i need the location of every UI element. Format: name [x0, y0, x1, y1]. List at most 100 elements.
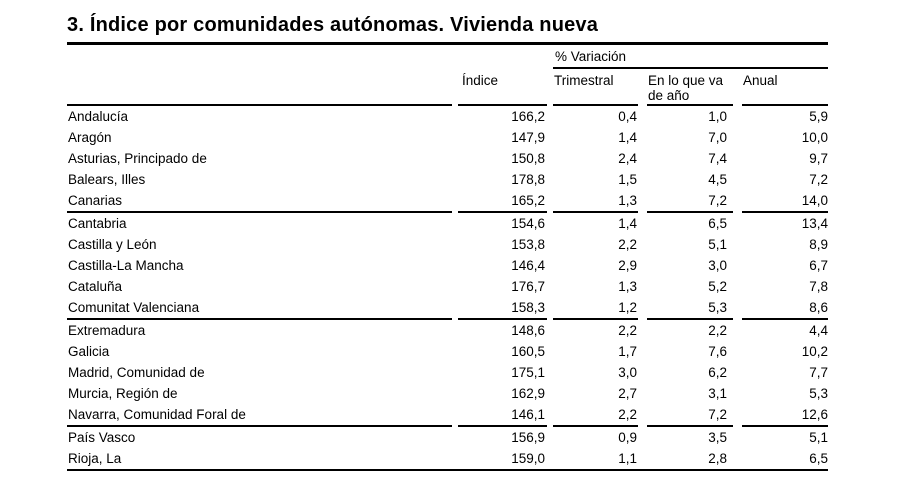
anual-column-header: Anual	[743, 73, 778, 88]
indice-value: 154,6	[511, 216, 545, 231]
indice-value: 176,7	[511, 279, 545, 294]
indice-value: 150,8	[511, 151, 545, 166]
ytd-value: 2,8	[708, 451, 727, 466]
table-row: Galicia 160,5 1,7 7,6 10,2	[67, 341, 828, 362]
trimestral-value: 0,4	[618, 109, 637, 124]
rule-segment	[67, 318, 452, 320]
rule-segment	[742, 318, 828, 320]
table-bottom-rule	[67, 469, 828, 471]
group-separator-rule	[67, 211, 828, 213]
ytd-value: 7,4	[708, 151, 727, 166]
ytd-value: 7,2	[708, 407, 727, 422]
table-row: Canarias 165,2 1,3 7,2 14,0	[67, 190, 828, 211]
region-name: Madrid, Comunidad de	[68, 365, 205, 380]
ytd-value: 5,2	[708, 279, 727, 294]
ytd-value: 2,2	[708, 323, 727, 338]
region-name: Rioja, La	[68, 451, 122, 466]
table-row: Rioja, La 159,0 1,1 2,8 6,5	[67, 448, 828, 469]
indice-value: 160,5	[511, 344, 545, 359]
indice-value: 153,8	[511, 237, 545, 252]
region-name: Murcia, Región de	[68, 386, 178, 401]
trimestral-column-header: Trimestral	[554, 73, 614, 88]
anual-value: 8,9	[809, 237, 828, 252]
anual-value: 4,4	[809, 323, 828, 338]
rule-segment	[458, 425, 547, 427]
header-rule	[67, 104, 828, 106]
rule-segment	[553, 211, 638, 213]
trimestral-value: 2,2	[618, 237, 637, 252]
region-name: Aragón	[68, 130, 112, 145]
table-row: País Vasco 156,9 0,9 3,5 5,1	[67, 427, 828, 448]
table-section: 3. Índice por comunidades autónomas. Viv…	[67, 14, 828, 471]
table-row: Cantabria 154,6 1,4 6,5 13,4	[67, 213, 828, 234]
region-name: Balears, Illes	[68, 172, 146, 187]
indice-value: 165,2	[511, 193, 545, 208]
table-header-row: Índice Trimestral En lo que va de año An…	[67, 73, 828, 104]
trimestral-value: 2,4	[618, 151, 637, 166]
ytd-value: 6,5	[708, 216, 727, 231]
table-row: Navarra, Comunidad Foral de 146,1 2,2 7,…	[67, 404, 828, 425]
indice-value: 156,9	[511, 430, 545, 445]
anual-value: 5,3	[809, 386, 828, 401]
trimestral-value: 1,5	[618, 172, 637, 187]
trimestral-value: 2,2	[618, 323, 637, 338]
region-name: Cantabria	[68, 216, 127, 231]
ytd-value: 3,5	[708, 430, 727, 445]
indice-value: 146,4	[511, 258, 545, 273]
anual-value: 8,6	[809, 300, 828, 315]
anual-value: 7,8	[809, 279, 828, 294]
indice-value: 159,0	[511, 451, 545, 466]
ytd-value: 7,2	[708, 193, 727, 208]
trimestral-value: 2,7	[618, 386, 637, 401]
table-row: Cataluña 176,7 1,3 5,2 7,8	[67, 276, 828, 297]
table-row: Asturias, Principado de 150,8 2,4 7,4 9,…	[67, 148, 828, 169]
trimestral-value: 0,9	[618, 430, 637, 445]
rule-segment	[742, 104, 828, 106]
ytd-value: 6,2	[708, 365, 727, 380]
rule-segment	[647, 425, 733, 427]
indice-value: 158,3	[511, 300, 545, 315]
ytd-column-header: En lo que va de año	[648, 73, 724, 104]
anual-value: 10,0	[801, 130, 828, 145]
trimestral-value: 2,2	[618, 407, 637, 422]
indice-value: 146,1	[511, 407, 545, 422]
section-title: 3. Índice por comunidades autónomas. Viv…	[67, 14, 599, 36]
trimestral-value: 2,9	[618, 258, 637, 273]
region-name: Comunitat Valenciana	[68, 300, 200, 315]
table-row: Extremadura 148,6 2,2 2,2 4,4	[67, 320, 828, 341]
anual-value: 6,7	[809, 258, 828, 273]
trimestral-value: 1,7	[618, 344, 637, 359]
title-rule	[67, 42, 828, 45]
rule-segment	[647, 318, 733, 320]
indice-value: 178,8	[511, 172, 545, 187]
rule-segment	[553, 425, 638, 427]
trimestral-value: 1,3	[618, 279, 637, 294]
trimestral-value: 3,0	[618, 365, 637, 380]
region-name: Galicia	[68, 344, 110, 359]
table-row: Madrid, Comunidad de 175,1 3,0 6,2 7,7	[67, 362, 828, 383]
ytd-value: 4,5	[708, 172, 727, 187]
rule-segment	[458, 318, 547, 320]
region-name: Canarias	[68, 193, 123, 208]
rule-segment	[67, 104, 452, 106]
region-name: Cataluña	[68, 279, 123, 294]
rule-segment	[742, 425, 828, 427]
anual-value: 12,6	[801, 407, 828, 422]
rule-segment	[553, 318, 638, 320]
anual-value: 14,0	[801, 193, 828, 208]
trimestral-value: 1,4	[618, 216, 637, 231]
ytd-value: 3,0	[708, 258, 727, 273]
table-row: Andalucía 166,2 0,4 1,0 5,9	[67, 106, 828, 127]
region-name: Castilla-La Mancha	[68, 258, 184, 273]
table-row: Balears, Illes 178,8 1,5 4,5 7,2	[67, 169, 828, 190]
indice-value: 162,9	[511, 386, 545, 401]
variation-group-header: % Variación	[553, 45, 828, 69]
anual-value: 9,7	[809, 151, 828, 166]
region-name: Andalucía	[68, 109, 129, 124]
ytd-value: 7,0	[708, 130, 727, 145]
rule-segment	[67, 425, 452, 427]
rule-segment	[742, 211, 828, 213]
anual-value: 7,2	[809, 172, 828, 187]
rule-segment	[67, 211, 452, 213]
